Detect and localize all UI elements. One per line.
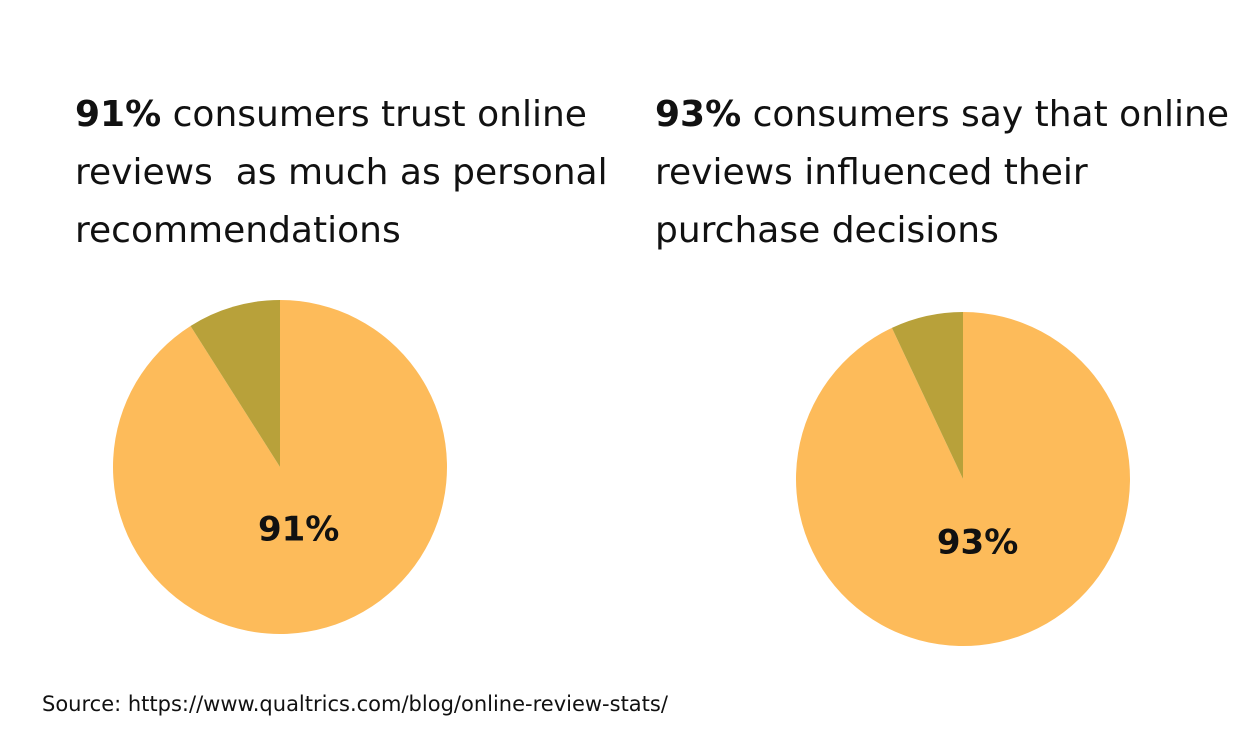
source: Source: https://www.qualtrics.com/blog/o… (42, 692, 668, 716)
title-text: consumers trust online reviews as much a… (75, 94, 620, 251)
chart-title: 91% consumers trust online reviews as mu… (75, 86, 625, 260)
title-lead: 91% (75, 94, 162, 135)
title-text: consumers say that online reviews influe… (655, 94, 1241, 251)
value-label: 93% (937, 523, 1018, 563)
title-lead: 93% (655, 94, 742, 135)
value-label: 91% (258, 510, 339, 550)
pie-slice (891, 312, 963, 479)
chart-title: 93% consumers say that online reviews in… (655, 86, 1235, 260)
pie-slice (190, 300, 280, 467)
